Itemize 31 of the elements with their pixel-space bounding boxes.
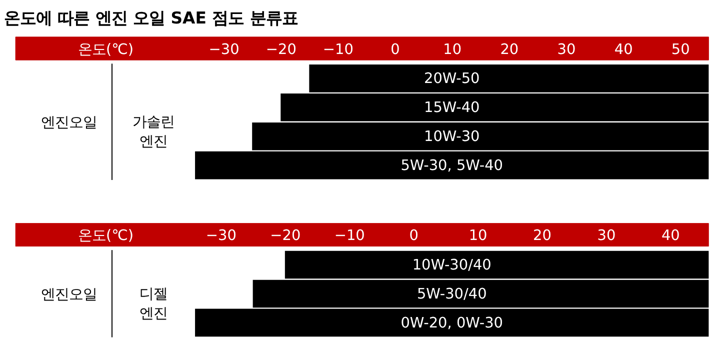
x-tick-label: 30: [557, 42, 576, 58]
x-tick-label: −30: [208, 42, 240, 58]
x-axis-title: 온도(℃): [78, 42, 134, 58]
chart-title: 온도에 따른 엔진 오일 SAE 점도 분류표: [4, 8, 298, 28]
x-tick-label: 10: [443, 42, 462, 58]
x-tick-label: −20: [266, 42, 296, 58]
y-axis-title: 엔진오일: [41, 287, 98, 304]
x-tick-label: 20: [533, 228, 552, 244]
x-axis-title: 온도(℃): [78, 228, 134, 244]
y-tick-label: 5W-30/40: [416, 286, 487, 303]
x-tick-label: −20: [270, 228, 301, 244]
x-tick-label: 0: [390, 42, 400, 58]
y-tick-label: 5W-30, 5W-40: [400, 158, 504, 174]
x-tick-label: −30: [206, 228, 236, 244]
y-tick-label: 10W-30/40: [412, 258, 492, 274]
x-tick-label: 40: [614, 42, 633, 58]
x-tick-label: 50: [671, 42, 690, 58]
y-tick-label: 20W-50: [424, 71, 480, 88]
y-tick-label: 0W-20, 0W-30: [400, 316, 504, 332]
y-axis-title: 엔진오일: [41, 115, 98, 132]
text: 가솔린 엔진: [132, 114, 175, 150]
x-tick-label: 40: [661, 228, 680, 244]
text: 디젤 엔진: [140, 286, 168, 322]
x-tick-label: −10: [334, 228, 365, 244]
x-tick-label: 30: [597, 228, 616, 244]
x-tick-label: 10: [468, 228, 488, 244]
x-tick-label: 20: [500, 42, 519, 58]
x-tick-label: −10: [322, 42, 354, 58]
y-tick-label: 10W-30: [424, 129, 480, 146]
y-tick-label: 15W-40: [424, 100, 480, 116]
x-tick-label: 0: [409, 228, 418, 244]
